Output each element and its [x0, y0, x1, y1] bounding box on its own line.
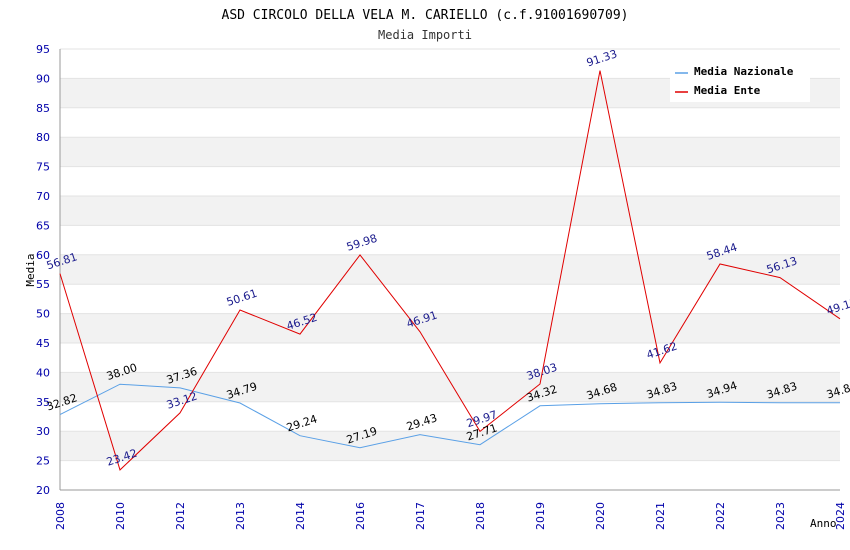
y-tick-label: 95 [36, 43, 50, 56]
legend-label-nazionale: Media Nazionale [694, 65, 794, 78]
y-tick-label: 65 [36, 219, 50, 232]
data-label-nazionale: 29.43 [405, 411, 439, 433]
data-label-ente: 91.33 [585, 47, 619, 69]
series-line-media-ente [59, 70, 841, 471]
x-tick-label: 2023 [774, 502, 787, 530]
y-axis-label: Media [24, 253, 37, 286]
chart-subtitle: Media Importi [378, 28, 472, 42]
grid-band [60, 431, 840, 461]
x-tick-label: 2013 [234, 502, 247, 530]
grid-band [60, 372, 840, 402]
series-lines [59, 70, 841, 471]
legend: Media Nazionale Media Ente [670, 60, 810, 102]
series-line-media-nazionale [59, 383, 841, 449]
y-tick-label: 30 [36, 425, 50, 438]
x-tick-label: 2008 [54, 502, 67, 530]
data-label-ente: 49.12 [825, 296, 850, 318]
x-tick-label: 2014 [294, 502, 307, 530]
x-axis-label: Anno [810, 517, 837, 530]
y-tick-label: 60 [36, 249, 50, 262]
x-tick-label: 2024 [834, 502, 847, 530]
y-tick-label: 85 [36, 102, 50, 115]
x-tick-label: 2020 [594, 502, 607, 530]
y-tick-label: 45 [36, 337, 50, 350]
y-tick-label: 40 [36, 366, 50, 379]
legend-box [670, 60, 810, 102]
x-tick-label: 2017 [414, 502, 427, 530]
x-tick-label: 2012 [174, 502, 187, 530]
y-tick-label: 75 [36, 161, 50, 174]
y-tick-label: 80 [36, 131, 50, 144]
x-tick-label: 2016 [354, 502, 367, 530]
data-label-ente: 59.98 [345, 232, 379, 254]
grid-band [60, 137, 840, 167]
y-tick-label: 50 [36, 308, 50, 321]
y-tick-label: 35 [36, 396, 50, 409]
x-tick-label: 2010 [114, 502, 127, 530]
y-tick-label: 20 [36, 484, 50, 497]
x-tick-label: 2019 [534, 502, 547, 530]
x-tick-label: 2021 [654, 502, 667, 530]
data-label-nazionale: 32.82 [45, 391, 79, 413]
y-tick-labels: 20 25 30 35 40 45 50 55 60 65 70 75 80 85 90 95 [36, 43, 50, 497]
data-label-ente: 50.61 [225, 287, 259, 309]
grid-bands [60, 78, 840, 461]
chart-title: ASD CIRCOLO DELLA VELA M. CARIELLO (c.f.… [222, 8, 629, 23]
grid-band [60, 196, 840, 226]
y-tick-label: 90 [36, 72, 50, 85]
x-tick-label: 2022 [714, 502, 727, 530]
x-tick-label: 2018 [474, 502, 487, 530]
x-tick-labels: 2008 2010 2012 2013 2014 2016 2017 2018 2019 2020… [54, 502, 847, 530]
y-tick-label: 70 [36, 190, 50, 203]
grid-band [60, 313, 840, 343]
grid-band [60, 254, 840, 285]
y-tick-label: 25 [36, 455, 50, 468]
legend-label-ente: Media Ente [694, 84, 761, 97]
y-tick-label: 55 [36, 278, 50, 291]
